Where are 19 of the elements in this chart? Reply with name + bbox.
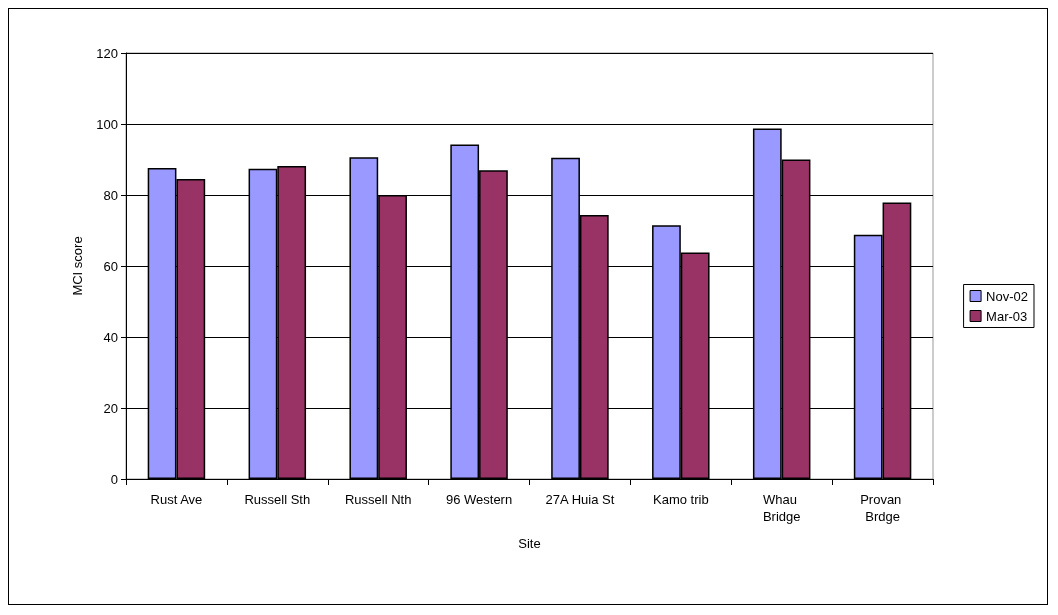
- x-tick-label: Provan Brdge: [860, 492, 905, 524]
- y-tick-label: 120: [96, 45, 118, 61]
- x-tick-label: Russell Nth: [344, 492, 412, 507]
- y-tick-label: 0: [110, 471, 118, 487]
- x-tick-label: Rust Ave: [150, 492, 203, 507]
- x-tick-label: Russell Sth: [244, 492, 311, 507]
- y-tick-label: 20: [103, 400, 118, 416]
- x-tick-label: 27A Huia St: [545, 492, 615, 507]
- y-tick-label: 100: [96, 116, 118, 132]
- x-axis-title: Site: [518, 536, 541, 551]
- x-tick-label: Kamo trib: [652, 492, 709, 507]
- y-tick-label: 80: [103, 187, 118, 203]
- y-tick-label: 40: [103, 329, 118, 345]
- x-tick-label: Whau Bridge: [762, 492, 801, 524]
- legend-label: Mar-03: [986, 308, 1028, 324]
- y-tick-label: 60: [103, 258, 118, 274]
- legend-label: Nov-02: [986, 288, 1029, 304]
- x-tick-label: 96 Western: [445, 492, 513, 507]
- y-axis-title: MCI score: [70, 236, 85, 296]
